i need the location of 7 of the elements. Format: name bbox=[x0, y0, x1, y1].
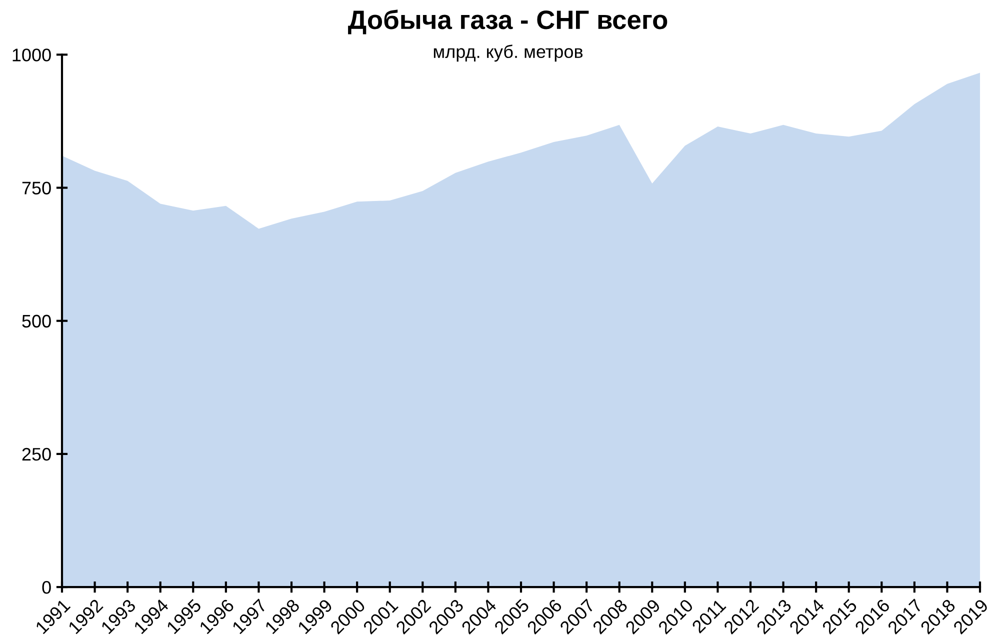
y-tick-label: 250 bbox=[22, 448, 51, 461]
chart-title: Добыча газа - СНГ всего bbox=[348, 10, 668, 34]
y-tick-label: 1000 bbox=[12, 48, 51, 62]
y-tick-label: 500 bbox=[22, 314, 51, 328]
y-tick-label: 0 bbox=[42, 580, 51, 594]
y-tick-label: 750 bbox=[22, 182, 51, 194]
chart-subtitle: млрд. куб. метров bbox=[434, 44, 583, 62]
